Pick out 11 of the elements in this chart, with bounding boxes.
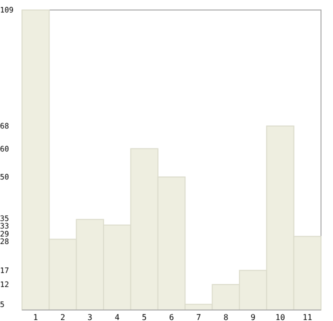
x-tick-label: 2: [60, 313, 66, 321]
x-tick-label: 9: [250, 313, 256, 321]
x-tick-label: 3: [88, 313, 93, 321]
x-tick-label: 8: [223, 313, 228, 321]
x-tick-label: 11: [302, 313, 312, 321]
x-tick-label: 4: [114, 313, 120, 321]
x-tick-label: 5: [142, 313, 147, 321]
x-tick-label: 10: [275, 313, 286, 321]
x-tick-label: 6: [169, 313, 174, 321]
x-tick-label: 1: [33, 313, 38, 321]
x-tick-label: 7: [196, 313, 202, 321]
